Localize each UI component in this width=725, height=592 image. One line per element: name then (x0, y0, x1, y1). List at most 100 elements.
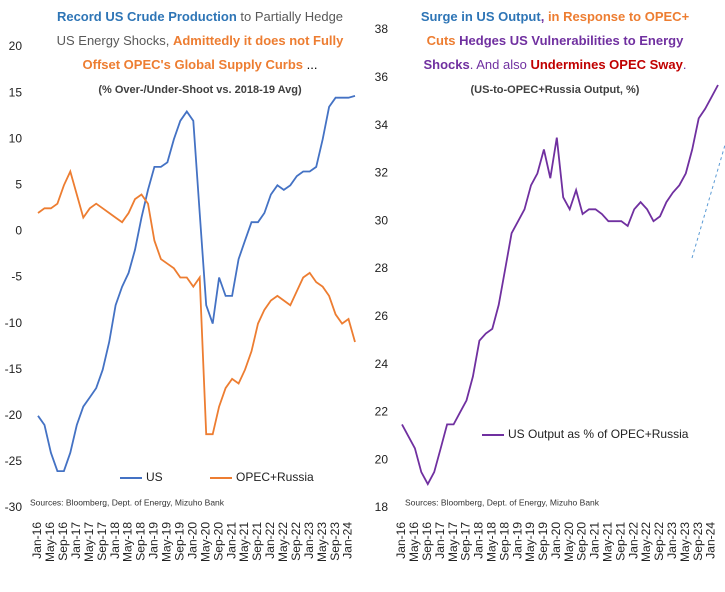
title-segment: . And also (470, 57, 531, 72)
x-tick-label: Jan-23 (665, 522, 679, 559)
y-tick-label: -30 (5, 500, 23, 514)
x-tick-label: Jan-16 (30, 522, 44, 559)
y-tick-label: 34 (375, 118, 389, 132)
x-tick-label: Jan-20 (549, 522, 563, 559)
x-tick-label: May-16 (43, 522, 57, 562)
x-tick-label: Sep-23 (691, 522, 705, 561)
x-tick-label: Jan-24 (341, 522, 355, 559)
x-tick-label: May-18 (121, 522, 135, 562)
x-tick-label: May-17 (82, 522, 96, 562)
x-tick-label: May-21 (601, 522, 615, 562)
trend-line (691, 144, 725, 259)
title-segment: Cuts (427, 33, 456, 48)
x-tick-label: Sep-22 (652, 522, 666, 561)
x-tick-label: Jan-16 (394, 522, 408, 559)
y-tick-label: 15 (9, 85, 23, 99)
title-segment: Hedges US Vulnerabilities to Energy (456, 33, 685, 48)
x-tick-label: Jan-19 (147, 522, 161, 559)
chart-title: (% Over-/Under-Shoot vs. 2018-19 Avg) (98, 84, 302, 96)
title-segment: Shocks (423, 57, 469, 72)
x-tick-label: May-23 (678, 522, 692, 562)
x-tick-label: Jan-23 (302, 522, 316, 559)
title-segment: Surge in US Output (421, 9, 542, 24)
x-tick-label: May-16 (407, 522, 421, 562)
x-tick-label: May-22 (276, 522, 290, 562)
x-tick-label: Sep-20 (575, 522, 589, 561)
y-tick-label: 20 (375, 452, 389, 466)
x-tick-label: Jan-18 (108, 522, 122, 559)
y-tick-label: 20 (9, 39, 23, 53)
series-line (401, 84, 719, 487)
series-line (37, 168, 356, 436)
y-tick-label: 30 (375, 213, 389, 227)
title-segment: (% Over-/Under-Shoot vs. 2018-19 Avg) (98, 84, 302, 96)
title-segment: Admittedly it does not Fully (173, 33, 344, 48)
x-tick-label: Jan-17 (433, 522, 447, 559)
title-segment: Undermines OPEC Sway (530, 57, 683, 72)
legend-label: US (146, 470, 163, 484)
title-segment: , (541, 9, 548, 24)
x-tick-label: May-21 (237, 522, 251, 562)
x-tick-label: Sep-17 (459, 522, 473, 561)
x-tick-label: Jan-22 (626, 522, 640, 559)
y-tick-label: -25 (5, 454, 23, 468)
x-tick-label: Jan-21 (588, 522, 602, 559)
title-segment: ... (303, 57, 317, 72)
title-segment: (US-to-OPEC+Russia Output, %) (471, 84, 640, 96)
chart-title: Offset OPEC's Global Supply Curbs ... (83, 57, 318, 72)
chart-title: Surge in US Output, in Response to OPEC+ (421, 9, 690, 24)
x-tick-label: Jan-22 (263, 522, 277, 559)
x-tick-label: Sep-21 (250, 522, 264, 561)
legend-label: OPEC+Russia (236, 470, 314, 484)
y-tick-label: 38 (375, 22, 389, 36)
x-tick-label: May-20 (562, 522, 576, 562)
x-tick-label: Sep-22 (289, 522, 303, 561)
x-tick-label: May-22 (639, 522, 653, 562)
x-tick-label: Sep-16 (420, 522, 434, 561)
chart-title: (US-to-OPEC+Russia Output, %) (471, 84, 640, 96)
x-tick-label: Jan-17 (69, 522, 83, 559)
x-tick-label: Jan-19 (510, 522, 524, 559)
x-tick-label: Jan-24 (704, 522, 718, 559)
x-tick-label: Sep-19 (172, 522, 186, 561)
title-segment: in Response to OPEC+ (548, 9, 690, 24)
x-tick-label: Sep-19 (536, 522, 550, 561)
legend-label: US Output as % of OPEC+Russia (508, 427, 689, 441)
x-tick-label: Sep-23 (328, 522, 342, 561)
title-segment: to Partially Hedge (237, 9, 343, 24)
title-segment: Record US Crude Production (57, 9, 237, 24)
x-tick-label: Sep-17 (95, 522, 109, 561)
chart-title: Cuts Hedges US Vulnerabilities to Energy (427, 33, 684, 48)
y-tick-label: 10 (9, 131, 23, 145)
y-tick-label: -15 (5, 362, 23, 376)
y-tick-label: -20 (5, 408, 23, 422)
x-tick-label: Sep-21 (613, 522, 627, 561)
title-segment: . (683, 57, 687, 72)
x-tick-label: Jan-20 (185, 522, 199, 559)
y-tick-label: 26 (375, 309, 389, 323)
x-tick-label: Jan-21 (224, 522, 238, 559)
x-tick-label: Sep-16 (56, 522, 70, 561)
y-tick-label: -10 (5, 316, 23, 330)
x-tick-label: May-23 (315, 522, 329, 562)
x-tick-label: May-19 (160, 522, 174, 562)
y-tick-label: 28 (375, 261, 389, 275)
x-tick-label: Jan-18 (472, 522, 486, 559)
title-segment: Offset OPEC's Global Supply Curbs (83, 57, 304, 72)
chart-title: US Energy Shocks, Admittedly it does not… (57, 33, 345, 48)
y-tick-label: 36 (375, 70, 389, 84)
x-tick-label: May-18 (484, 522, 498, 562)
source: Sources: Bloomberg, Dept. of Energy, Miz… (405, 497, 600, 507)
y-tick-label: 32 (375, 166, 389, 180)
series-line (37, 95, 356, 473)
y-tick-label: 0 (15, 224, 22, 238)
y-tick-label: 22 (375, 405, 389, 419)
title-segment: US Energy Shocks, (57, 33, 173, 48)
x-tick-label: Sep-18 (134, 522, 148, 561)
y-tick-label: 18 (375, 500, 389, 514)
x-tick-label: May-20 (198, 522, 212, 562)
x-tick-label: May-19 (523, 522, 537, 562)
x-tick-label: Sep-18 (497, 522, 511, 561)
x-tick-label: May-17 (446, 522, 460, 562)
